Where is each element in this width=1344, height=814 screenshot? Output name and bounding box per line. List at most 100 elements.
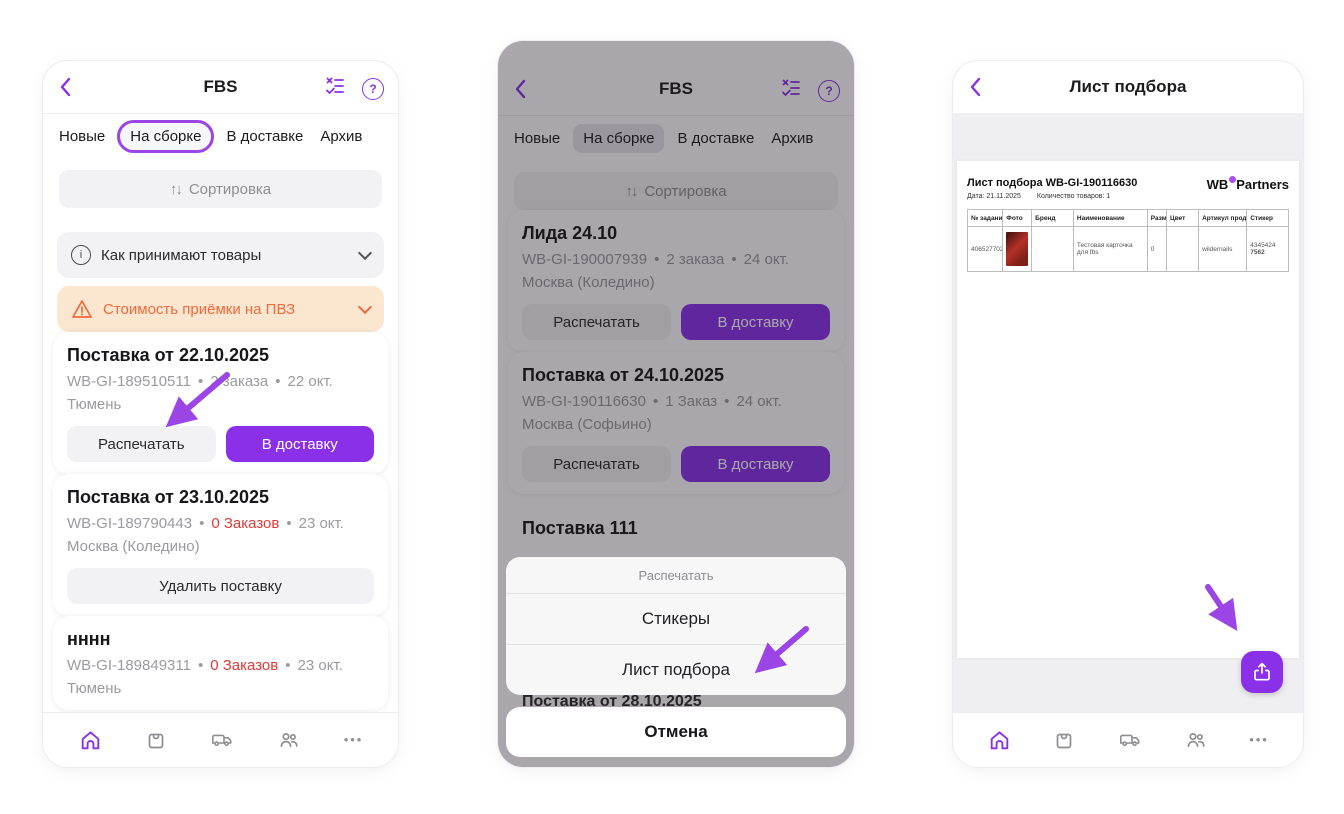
- tab-new[interactable]: Новые: [59, 128, 106, 145]
- supply-meta: WB-GI-190007939 • 2 заказа • 24 окт.: [522, 250, 830, 269]
- to-delivery-button[interactable]: В доставку: [681, 304, 830, 340]
- supply-id: WB-GI-189510511: [67, 373, 191, 390]
- sort-button[interactable]: ↑↓ Сортировка: [59, 170, 382, 208]
- bullet: •: [654, 251, 660, 268]
- logo-partners: Partners: [1236, 177, 1289, 192]
- supply-title: нннн: [67, 629, 111, 649]
- phone-screen-1: FBS ? Новые На сборке В доставке Архив ↑…: [42, 60, 399, 768]
- bullet: •: [285, 657, 291, 674]
- header: FBS ?: [498, 63, 854, 116]
- more-icon[interactable]: •••: [343, 732, 364, 747]
- col-task: № задания: [966, 209, 1004, 227]
- supply-id: WB-GI-190007939: [522, 251, 648, 268]
- more-icon[interactable]: •••: [1249, 732, 1269, 747]
- size: 0: [1146, 226, 1167, 272]
- supply-orders: 1 Заказ: [665, 393, 718, 410]
- col-name: Наименование: [1072, 209, 1148, 227]
- supply-title-behind-sheet: Поставка от 28.10.2025: [522, 693, 702, 710]
- checklist-icon[interactable]: [780, 77, 802, 104]
- tab-assembly-active: На сборке: [573, 124, 665, 153]
- home-icon[interactable]: [987, 728, 1012, 753]
- tab-assembly[interactable]: На сборке: [583, 130, 655, 147]
- checklist-icon[interactable]: [324, 75, 346, 102]
- tab-delivery[interactable]: В доставке: [677, 130, 755, 147]
- product-photo: [1006, 232, 1029, 266]
- supply-date: 24 окт.: [743, 251, 789, 268]
- bullet: •: [652, 393, 659, 410]
- bullet: •: [197, 373, 204, 390]
- print-button[interactable]: Распечатать: [67, 426, 216, 462]
- tab-archive[interactable]: Архив: [320, 128, 363, 145]
- delete-supply-button[interactable]: Удалить поставку: [67, 568, 374, 604]
- supply-title: Поставка от 24.10.2025: [522, 365, 725, 385]
- header: FBS ?: [43, 61, 398, 114]
- people-icon[interactable]: [1183, 728, 1209, 752]
- supply-card: нннн WB-GI-189849311 • 0 Заказов • 23 ок…: [53, 616, 388, 710]
- share-button[interactable]: [1241, 651, 1283, 693]
- home-icon[interactable]: [78, 728, 103, 753]
- supply-orders: 2 заказа: [666, 251, 725, 268]
- cancel-button[interactable]: Отмена: [506, 707, 846, 757]
- action-picking-list[interactable]: Лист подбора: [506, 644, 846, 695]
- supply-city: Москва (Софьино): [522, 416, 652, 433]
- tab-new[interactable]: Новые: [514, 130, 561, 147]
- bag-icon[interactable]: [1052, 728, 1076, 752]
- bottom-nav: •••: [43, 712, 398, 767]
- info-banner[interactable]: i Как принимают товары: [57, 232, 384, 278]
- print-button[interactable]: Распечатать: [522, 446, 671, 482]
- page-title: FBS: [203, 77, 238, 96]
- back-icon[interactable]: [514, 79, 528, 99]
- sticker-number-bold: 7562: [1250, 249, 1265, 256]
- supply-meta: WB-GI-190116630 • 1 Заказ • 24 окт.: [522, 392, 830, 411]
- supply-city: Тюмень: [67, 680, 122, 697]
- print-button[interactable]: Распечатать: [522, 304, 671, 340]
- sort-label: Сортировка: [188, 180, 272, 198]
- help-icon[interactable]: ?: [818, 79, 840, 102]
- page-title: FBS: [659, 79, 693, 98]
- info-icon: i: [71, 245, 91, 265]
- annotation-ring: На сборке: [117, 120, 215, 153]
- warning-banner[interactable]: Стоимость приёмки на ПВЗ: [57, 286, 384, 332]
- supply-orders: 2 заказа: [210, 373, 269, 390]
- chevron-down-icon: [357, 299, 373, 315]
- col-article: Артикул продавца: [1198, 209, 1248, 227]
- back-icon[interactable]: [59, 77, 73, 97]
- supply-title: Лида 24.10: [522, 223, 618, 243]
- supply-meta: WB-GI-189510511 • 2 заказа • 22 окт.: [67, 372, 374, 391]
- bag-icon[interactable]: [144, 728, 168, 752]
- table-header-row: № задания Фото Бренд Наименование Размер…: [966, 209, 1289, 227]
- sort-label: Сортировка: [644, 182, 727, 200]
- back-icon[interactable]: [969, 77, 983, 97]
- supply-orders: 0 Заказов: [211, 515, 280, 532]
- to-delivery-button[interactable]: В доставку: [681, 446, 830, 482]
- supply-date: 23 окт.: [298, 515, 344, 532]
- share-icon: [1254, 662, 1270, 681]
- document-title: Лист подбора WB-GI-190116630: [967, 177, 1138, 189]
- bullet: •: [199, 515, 205, 532]
- supply-card: Поставка от 22.10.2025 WB-GI-189510511 •…: [53, 332, 388, 474]
- sort-button[interactable]: ↑↓ Сортировка: [514, 172, 838, 210]
- supply-card: Поставка от 23.10.2025 WB-GI-189790443 •…: [53, 474, 388, 616]
- phone-screen-3: Лист подбора Лист подбора WB-GI-19011663…: [952, 60, 1304, 768]
- to-delivery-button[interactable]: В доставку: [225, 426, 374, 462]
- supply-city: Тюмень: [67, 396, 122, 413]
- bullet: •: [286, 515, 292, 532]
- phone-screen-2: FBS ? Новые На сборке В доставке Архив ↑…: [497, 40, 855, 768]
- truck-icon[interactable]: [1117, 728, 1143, 752]
- tab-bar: Новые На сборке В доставке Архив: [498, 116, 854, 159]
- bullet: •: [197, 657, 204, 674]
- tab-assembly[interactable]: На сборке: [130, 128, 202, 145]
- people-icon[interactable]: [276, 728, 302, 752]
- action-sheet: Распечатать Стикеры Лист подбора: [506, 557, 846, 695]
- supply-card: Поставка от 24.10.2025 WB-GI-190116630 •…: [508, 352, 844, 494]
- action-stickers[interactable]: Стикеры: [506, 593, 846, 644]
- tab-delivery[interactable]: В доставке: [226, 128, 304, 145]
- info-banner-label: Как принимают товары: [101, 246, 262, 264]
- help-icon[interactable]: ?: [362, 77, 384, 100]
- table-row: 4065277020 Тестовая карточка для fbs 0 w…: [966, 226, 1289, 272]
- supply-title-partial: Поставка 111: [522, 518, 638, 538]
- sort-icon: ↑↓: [169, 180, 183, 198]
- tab-archive[interactable]: Архив: [771, 130, 814, 147]
- truck-icon[interactable]: [209, 728, 235, 752]
- product-name: Тестовая карточка для fbs: [1072, 226, 1148, 272]
